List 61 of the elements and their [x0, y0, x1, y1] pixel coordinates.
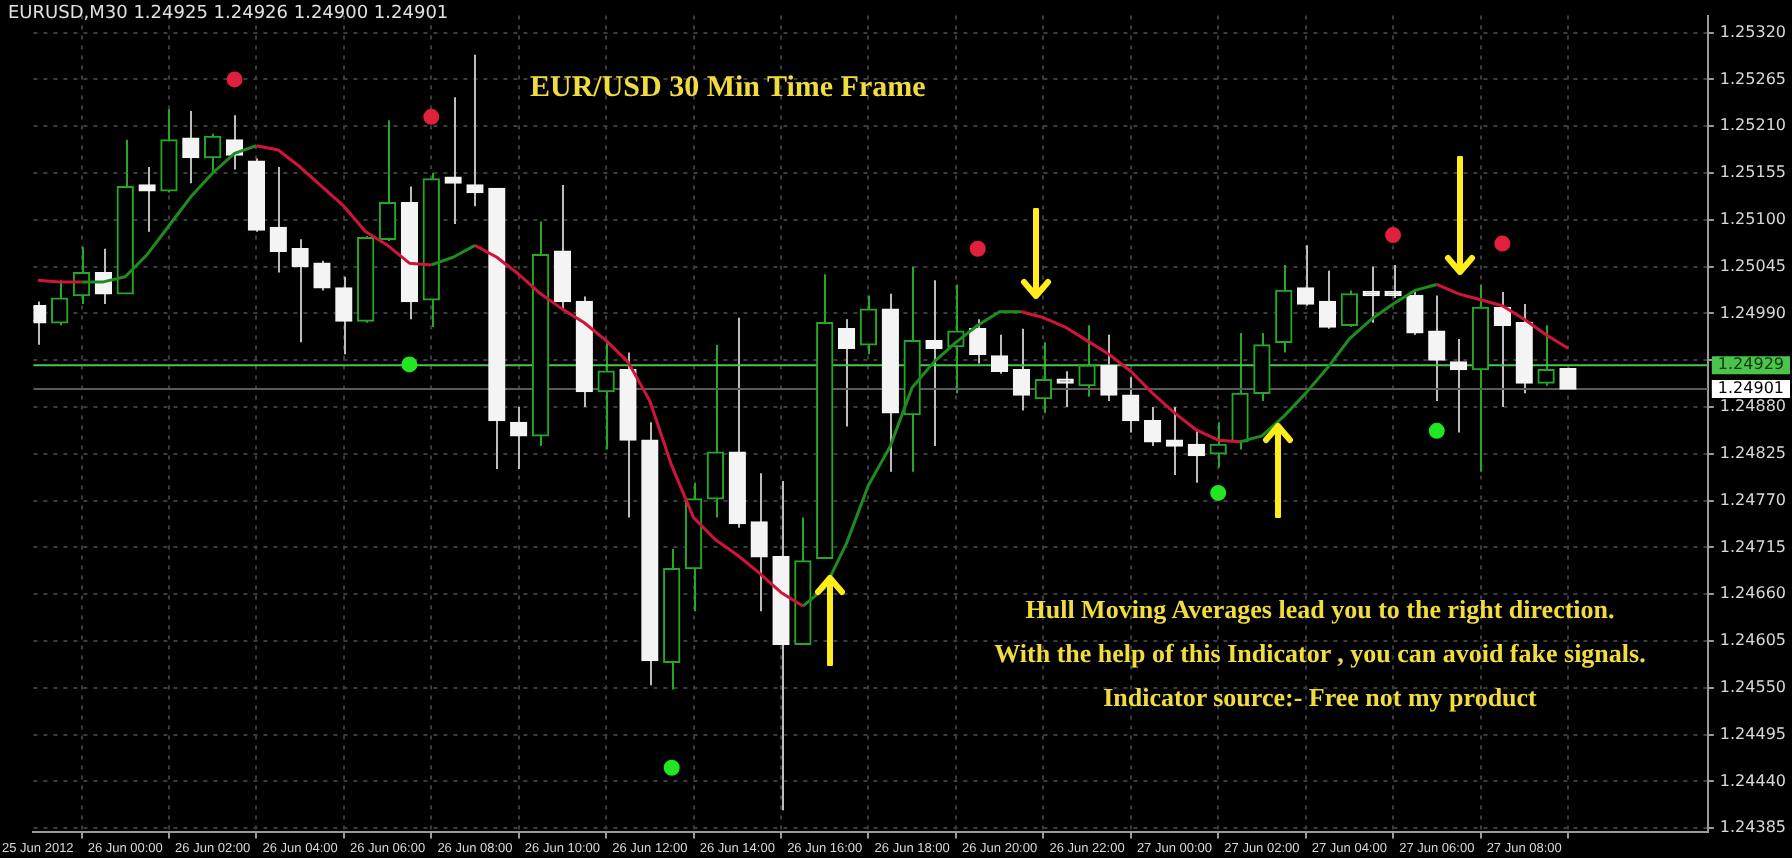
point [1428, 422, 1445, 439]
y-tick-label: 1.24495 [1719, 724, 1787, 743]
y-tick-label: 1.24990 [1719, 303, 1787, 322]
y-tick-label: 1.25265 [1719, 69, 1787, 88]
point [401, 356, 418, 373]
point [423, 108, 440, 125]
candlestick [1428, 294, 1446, 403]
candlestick [1034, 341, 1052, 414]
candlestick [750, 472, 768, 613]
point [1494, 235, 1511, 252]
annotation: Hull Moving Averages lead you to the right direction. [1023, 592, 1617, 628]
candlestick [444, 96, 462, 226]
y-tick-label: 1.24550 [1719, 677, 1787, 696]
candlestick [859, 294, 878, 356]
candlestick [1100, 333, 1118, 403]
point [226, 71, 243, 88]
y-tick-label: 1.25155 [1719, 163, 1787, 182]
candlestick [1493, 291, 1512, 408]
candlestick [269, 166, 287, 274]
y-tick-label: 1.24660 [1719, 584, 1787, 603]
candlestick [1340, 289, 1359, 329]
point [663, 759, 680, 776]
y-tick-label: 1.24440 [1719, 771, 1787, 790]
ref-line-label: 1.24929 [1717, 355, 1785, 374]
point [969, 240, 986, 257]
candlestick [706, 343, 725, 519]
candlestick [1187, 428, 1205, 484]
y-tick-label: 1.24880 [1719, 397, 1787, 416]
y-tick-label: 1.24715 [1719, 537, 1787, 556]
candlestick [182, 109, 200, 185]
y-tick-label: 1.24385 [1719, 818, 1787, 837]
annotation: With the help of this Indicator , you can avoid fake signals. [992, 636, 1648, 672]
candlestick [1296, 244, 1315, 307]
ref-line-label: 1.24901 [1717, 379, 1785, 398]
candlestick [1253, 331, 1271, 403]
y-tick-label: 1.25045 [1719, 256, 1787, 275]
candlestick [1406, 291, 1424, 336]
candlestick [1537, 324, 1555, 387]
y-tick-label: 1.24825 [1719, 443, 1787, 462]
candlestick [1231, 331, 1249, 451]
y-tick-label: 1.25210 [1719, 116, 1787, 135]
y-tick-label: 1.24605 [1719, 631, 1787, 650]
candlestick [597, 341, 615, 451]
candlestick [335, 275, 353, 356]
candlestick [553, 183, 572, 311]
y-tick-label: 1.25100 [1719, 209, 1787, 228]
candlestick [1449, 337, 1468, 434]
candlestick [138, 166, 156, 233]
text: EUR/USD 30 Min Time Frame [530, 72, 926, 106]
candlestick [291, 238, 309, 344]
candlestick [837, 318, 856, 428]
annotation: Indicator source:- Free not my product [1101, 680, 1539, 716]
candlestick [466, 53, 484, 208]
candlestick [378, 119, 397, 243]
y-tick-label: 1.25320 [1719, 22, 1787, 41]
y-tick-label: 1.24770 [1719, 490, 1787, 509]
chart-subtitle: EURUSD,M30 1.24925 1.24926 1.24900 1.24901 [8, 4, 449, 24]
candlestick [925, 279, 943, 448]
candlestick [510, 405, 528, 471]
point [1210, 484, 1227, 501]
point [1385, 227, 1402, 244]
